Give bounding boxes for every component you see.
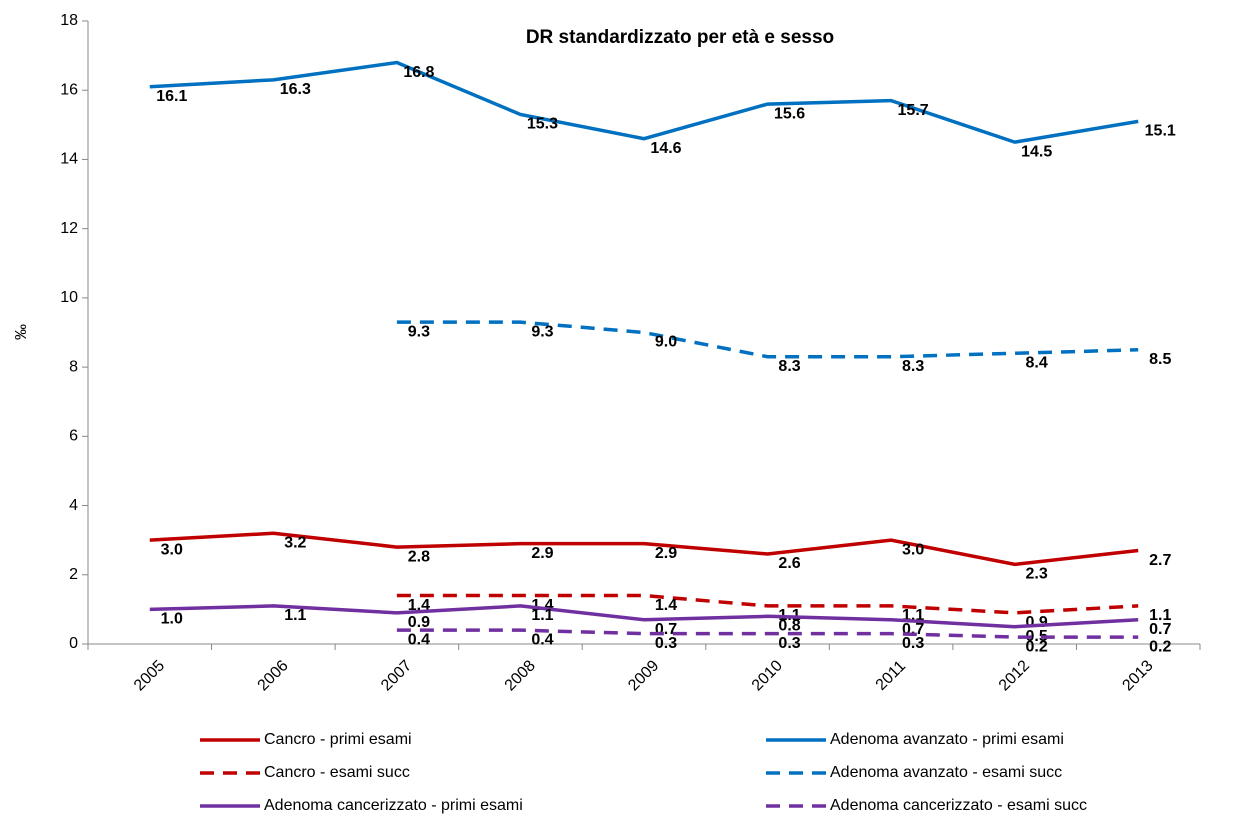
x-tick-label: 2006: [255, 657, 292, 694]
data-label: 16.8: [403, 64, 434, 81]
y-tick-label: 0: [69, 635, 78, 652]
legend-label: Cancro - esami succ: [264, 764, 410, 781]
data-label: 0.3: [902, 635, 924, 652]
data-label: 8.5: [1149, 351, 1171, 368]
data-label: 1.1: [1149, 607, 1171, 624]
series-line: [396, 320, 1139, 359]
data-label: 2.7: [1149, 552, 1171, 569]
data-label: 15.6: [774, 105, 805, 122]
series-line: [396, 628, 1139, 639]
data-label: 0.2: [1026, 638, 1048, 655]
x-tick-label: 2005: [131, 657, 168, 694]
data-label: 0.7: [1149, 621, 1171, 638]
data-label: 3.0: [161, 541, 183, 558]
y-tick-label: 14: [60, 151, 78, 168]
data-label: 14.5: [1021, 143, 1052, 160]
x-tick-label: 2011: [873, 658, 909, 694]
y-tick-label: 10: [60, 289, 78, 306]
data-label: 8.3: [902, 358, 924, 375]
data-label: 9.0: [655, 334, 677, 351]
data-label: 2.9: [655, 545, 677, 562]
y-tick-label: 18: [60, 12, 78, 29]
legend-label: Adenoma avanzato - primi esami: [830, 731, 1064, 748]
series-line: [149, 60, 1139, 144]
chart-title: DR standardizzato per età e sesso: [526, 27, 834, 48]
legend-label: Cancro - primi esami: [264, 731, 412, 748]
data-label: 15.1: [1145, 123, 1176, 140]
data-label: 1.4: [408, 597, 430, 614]
x-tick-label: 2007: [378, 657, 415, 694]
data-label: 0.8: [778, 618, 800, 635]
series-line: [396, 593, 1139, 615]
data-label: 9.3: [408, 323, 430, 340]
data-label: 8.4: [1026, 354, 1048, 371]
data-label: 0.5: [1026, 628, 1048, 645]
data-label: 0.4: [531, 631, 553, 648]
data-label: 1.1: [284, 607, 306, 624]
y-tick-label: 2: [69, 566, 78, 583]
data-label: 2.3: [1026, 566, 1048, 583]
data-label: 0.4: [408, 631, 430, 648]
data-label: 1.1: [531, 607, 553, 624]
data-label: 0.9: [408, 614, 430, 631]
y-tick-label: 12: [60, 220, 78, 237]
data-label: 3.0: [902, 541, 924, 558]
x-tick-label: 2009: [625, 657, 662, 694]
data-label: 3.2: [284, 534, 306, 551]
data-label: 0.2: [1149, 638, 1171, 655]
series-line: [149, 604, 1139, 629]
y-tick-label: 16: [60, 81, 78, 98]
series-line: [149, 531, 1139, 567]
x-tick-label: 2008: [502, 657, 539, 694]
legend-label: Adenoma cancerizzato - esami succ: [830, 797, 1087, 814]
data-label: 9.3: [531, 323, 553, 340]
data-label: 15.7: [898, 102, 929, 119]
x-tick-label: 2010: [749, 657, 786, 694]
legend-label: Adenoma avanzato - esami succ: [830, 764, 1062, 781]
data-label: 16.1: [156, 88, 187, 105]
data-label: 2.6: [778, 555, 800, 572]
data-label: 2.9: [531, 545, 553, 562]
data-label: 14.6: [650, 140, 681, 157]
y-tick-label: 4: [69, 497, 78, 514]
x-tick-label: 2013: [1119, 657, 1156, 694]
y-tick-label: 6: [69, 428, 78, 445]
x-tick-label: 2012: [996, 657, 1033, 694]
data-label: 2.8: [408, 548, 430, 565]
y-tick-label: 8: [69, 358, 78, 375]
data-label: 0.3: [778, 635, 800, 652]
data-label: 8.3: [778, 358, 800, 375]
legend-label: Adenoma cancerizzato - primi esami: [264, 797, 523, 814]
data-label: 1.4: [655, 597, 677, 614]
y-axis-label: ‰: [13, 324, 30, 340]
data-label: 1.0: [161, 611, 183, 628]
data-label: 0.3: [655, 635, 677, 652]
data-label: 16.3: [280, 81, 311, 98]
data-label: 15.3: [527, 116, 558, 133]
